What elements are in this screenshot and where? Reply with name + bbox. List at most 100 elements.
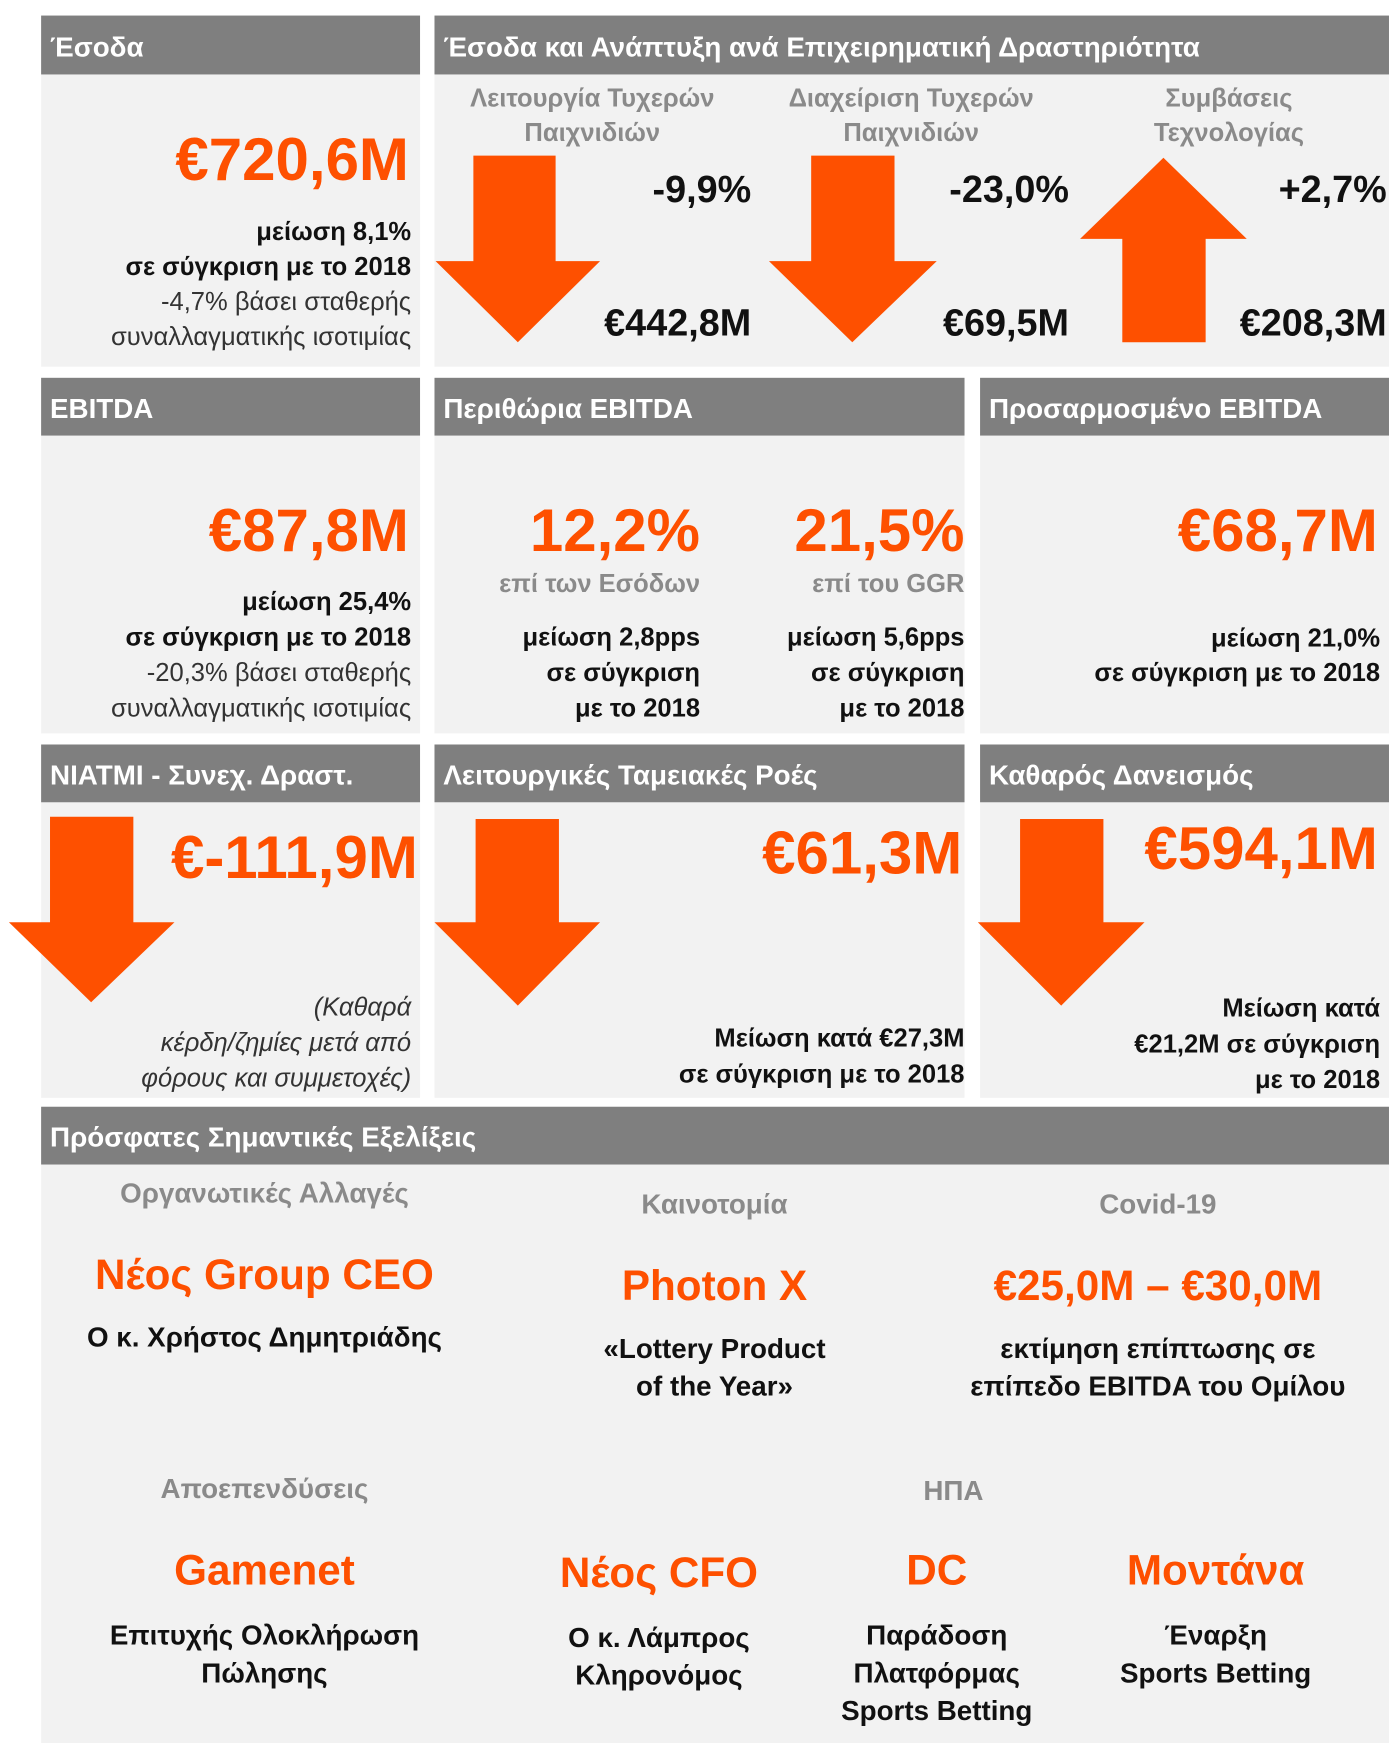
panel — [434, 435, 965, 734]
text-line: «Lottery Product — [603, 1333, 825, 1364]
section-header: Προσαρμοσμένο EBITDA — [989, 393, 1322, 424]
text-line: €21,2M σε σύγκριση — [1134, 1030, 1380, 1058]
text-line: Ο κ. Χρήστος Δημητριάδης — [87, 1322, 442, 1353]
segment-change: +2,7% — [1279, 169, 1387, 211]
section-header: Πρόσφατες Σημαντικές Εξελίξεις — [50, 1122, 476, 1153]
section-header: Έσοδα — [50, 32, 144, 63]
text-line: εκτίμηση επίπτωσης σε — [1000, 1333, 1315, 1364]
text-line: Επιτυχής Ολοκλήρωση — [110, 1620, 419, 1651]
arrow-down — [768, 155, 937, 343]
section-header: NIATMI - Συνεχ. Δραστ. — [50, 759, 353, 790]
segment-name: Τεχνολογίας — [1154, 119, 1304, 147]
segment-change: -9,9% — [653, 169, 752, 211]
segment-name: Παιχνιδιών — [524, 119, 660, 147]
text-line: με το 2018 — [839, 695, 964, 723]
arrow-up — [1080, 157, 1247, 343]
text-line: επίπεδο EBITDA του Ομίλου — [970, 1371, 1345, 1402]
text-line: of the Year» — [636, 1371, 793, 1402]
section-header: EBITDA — [50, 393, 153, 424]
segment-value: €69,5M — [943, 303, 1069, 345]
arrow-down — [977, 818, 1145, 1006]
header-bar — [41, 744, 421, 803]
header-bar — [41, 1106, 1389, 1165]
text-line: σε σύγκριση με το 2018 — [1094, 659, 1380, 687]
text-line: μείωση 8,1% — [256, 218, 411, 246]
header-bar — [434, 377, 965, 436]
header-bar — [980, 377, 1389, 436]
margin-basis: επί του GGR — [812, 570, 964, 598]
text-line: φόρους και συμμετοχές) — [141, 1065, 411, 1093]
kpi-value: 21,5% — [794, 497, 964, 564]
text-line: με το 2018 — [1255, 1066, 1380, 1094]
panels — [41, 74, 1389, 1743]
development-title: Μοντάνα — [1127, 1547, 1305, 1594]
text-line: συναλλαγματικής ισοτιμίας — [111, 323, 411, 351]
panel — [434, 74, 1389, 367]
text-line: σε σύγκριση — [547, 659, 700, 687]
text-line: με το 2018 — [575, 695, 700, 723]
text-line: Κληρονόμος — [575, 1660, 742, 1691]
development-category: Καινοτομία — [641, 1188, 787, 1219]
text-line: σε σύγκριση με το 2018 — [125, 253, 411, 281]
section-header: Έσοδα και Ανάπτυξη ανά Επιχειρηματική Δρ… — [443, 32, 1199, 63]
text-line: Sports Betting — [841, 1695, 1032, 1726]
kpi-value: €87,8M — [209, 497, 409, 564]
segment-name: Παιχνιδιών — [843, 119, 979, 147]
segment-value: €208,3M — [1240, 303, 1387, 345]
header-bar — [434, 744, 965, 803]
text-line: μείωση 25,4% — [242, 588, 411, 616]
arrow-down — [435, 155, 601, 343]
text-line: Μείωση κατά €27,3M — [714, 1025, 964, 1053]
kpi-value: €594,1M — [1144, 815, 1378, 882]
segment-name: Λειτουργία Τυχερών — [470, 85, 714, 113]
section-header: Περιθώρια EBITDA — [443, 393, 693, 424]
panel — [41, 435, 421, 734]
development-title: Νέος CFO — [560, 1549, 758, 1596]
text-line: σε σύγκριση με το 2018 — [125, 624, 411, 652]
text-line: συναλλαγματικής ισοτιμίας — [111, 695, 411, 723]
arrow-down — [434, 818, 601, 1006]
development-title: Photon X — [622, 1262, 807, 1309]
kpi-value: €720,6M — [175, 126, 409, 193]
panel — [41, 1164, 1389, 1743]
panel — [980, 435, 1389, 734]
development-title: Gamenet — [174, 1547, 355, 1594]
text-line: Ο κ. Λάμπρος — [568, 1622, 750, 1653]
header-bar — [980, 744, 1389, 803]
texts: Έσοδα Έσοδα και Ανάπτυξη ανά Επιχειρηματι… — [50, 32, 1387, 1726]
section-header: Λειτουργικές Ταμειακές Ροές — [443, 759, 817, 790]
margin-basis: επί των Εσόδων — [499, 570, 700, 598]
panel — [41, 74, 421, 367]
text-line: σε σύγκριση — [811, 659, 964, 687]
development-title: €25,0M – €30,0M — [994, 1262, 1323, 1309]
header-bar — [41, 15, 421, 75]
segment-value: €442,8M — [604, 303, 751, 345]
text-line: Πώλησης — [201, 1657, 327, 1688]
segment-name: Διαχείριση Τυχερών — [789, 85, 1034, 113]
development-category: Οργανωτικές Αλλαγές — [120, 1177, 409, 1208]
kpi-value: €-111,9M — [171, 824, 418, 891]
development-category: Αποεπενδύσεις — [161, 1473, 369, 1504]
segment-name: Συμβάσεις — [1165, 85, 1292, 113]
text-line: (Καθαρά — [314, 994, 413, 1022]
headers — [41, 15, 1389, 1165]
text-line: -20,3% βάσει σταθερής — [147, 659, 411, 687]
text-line: μείωση 5,6pps — [787, 624, 965, 652]
text-line: Μείωση κατά — [1222, 995, 1380, 1023]
text-line: Παράδοση — [866, 1620, 1007, 1651]
text-line: -4,7% βάσει σταθερής — [161, 288, 411, 316]
text-line: Έναρξη — [1164, 1620, 1267, 1651]
text-line: μείωση 2,8pps — [523, 624, 701, 652]
arrow-down — [8, 816, 175, 1003]
kpi-value: €68,7M — [1178, 497, 1378, 564]
development-title: DC — [906, 1547, 967, 1594]
kpi-value: €61,3M — [762, 819, 962, 886]
segment-change: -23,0% — [949, 169, 1069, 211]
text-line: μείωση 21,0% — [1211, 625, 1380, 653]
header-bar — [41, 377, 421, 436]
kpi-value: 12,2% — [530, 497, 700, 564]
development-category: ΗΠΑ — [923, 1475, 983, 1506]
header-bar — [434, 15, 1389, 75]
arrows — [8, 155, 1247, 1006]
